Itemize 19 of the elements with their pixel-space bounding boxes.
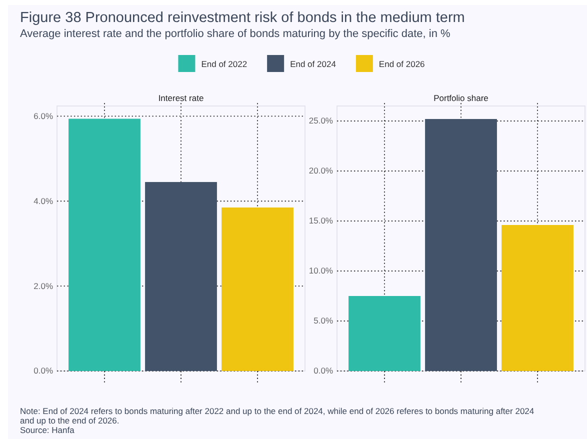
y-tick-label: 25.0% [308, 116, 334, 126]
x-axis-title: Portfolio share [434, 93, 489, 103]
chart-title: Figure 38 Pronounced reinvestment risk of bonds in the medium term [20, 10, 465, 26]
text: Note: End of 2024 refers to bonds maturing after 2022 and up to the end of 2024, while end of 2026 referes to bonds maturing after 2024 and up to the end of 2026. [20, 406, 534, 426]
y-tick-label: 10.0% [308, 266, 334, 276]
y-tick-label: 4.0% [34, 196, 54, 206]
legend-label: End of 2026 [378, 59, 426, 69]
y-tick-label: 0.0% [314, 366, 334, 376]
y-tick-label: 5.0% [314, 316, 334, 326]
y-tick-label: 2.0% [34, 280, 54, 291]
y-tick-label: 6.0% [34, 110, 54, 121]
x-axis-title: Interest rate [158, 93, 204, 103]
source-note: Source: Hanfa [20, 425, 75, 435]
legend-label: End of 2024 [290, 59, 336, 69]
y-tick-label: 20.0% [308, 166, 334, 176]
y-tick-label: 15.0% [308, 216, 334, 226]
legend-label: End of 2022 [201, 59, 248, 69]
y-tick-label: 0.0% [34, 366, 54, 376]
chart-subtitle: Average interest rate and the portfolio share of bonds maturing by the specific date, in % [20, 28, 450, 40]
